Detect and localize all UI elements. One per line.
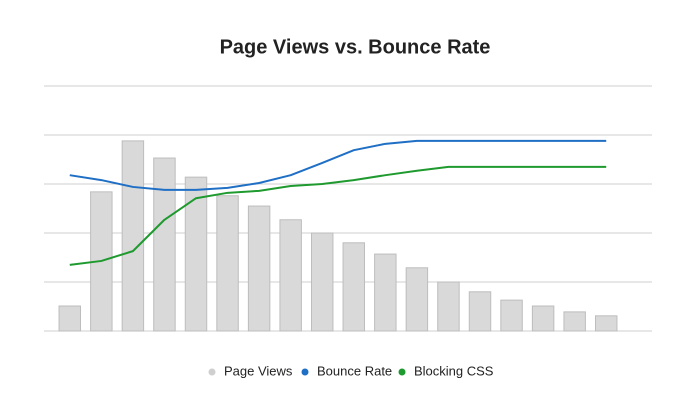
bar [563,311,586,332]
bar [310,232,334,332]
legend-marker [301,368,309,376]
bar [58,305,82,332]
bar [247,205,271,332]
chart-title: Page Views vs. Bounce Rate [220,36,491,58]
legend-label: Blocking CSS [414,363,494,378]
bar [216,195,239,332]
bar [500,299,523,332]
bar [468,291,492,332]
legend-marker [398,368,406,376]
bar [437,281,460,332]
legend-label: Page Views [224,363,293,378]
bar [531,305,555,332]
bar [374,253,397,332]
bar [153,157,176,332]
line [69,139,607,191]
legend-marker [208,368,216,376]
line [69,165,607,266]
bar [121,140,145,332]
legend-label: Bounce Rate [317,363,392,378]
bar [594,315,618,332]
bar [184,176,208,332]
bar [279,219,302,332]
bar [405,267,429,332]
bar [342,242,366,332]
